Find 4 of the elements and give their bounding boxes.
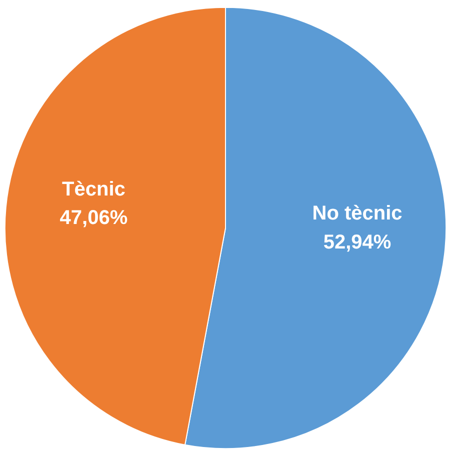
slice-label: Tècnic — [62, 178, 126, 200]
data-label: 52,94% — [323, 231, 392, 254]
slice-label: No tècnic — [312, 202, 402, 225]
data-label: 47,06% — [60, 206, 128, 229]
